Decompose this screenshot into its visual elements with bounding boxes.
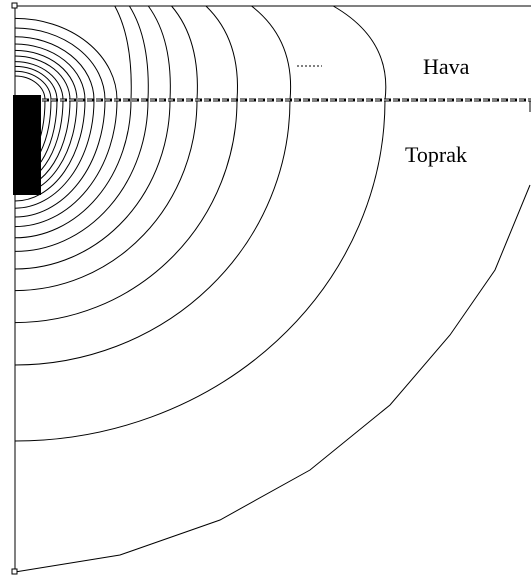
air-contour xyxy=(251,5,292,101)
corner-node xyxy=(11,2,18,9)
air-contour xyxy=(14,70,52,101)
air-contour xyxy=(14,49,78,101)
air-contour xyxy=(14,43,86,101)
air-contour xyxy=(14,75,46,101)
soil-contour xyxy=(14,99,106,218)
air-contour xyxy=(14,27,106,101)
soil-contour xyxy=(14,99,198,292)
soil-contour xyxy=(14,99,171,270)
air-contour xyxy=(332,5,387,101)
air-contour xyxy=(14,61,64,101)
region-label: Toprak xyxy=(405,142,467,167)
air-contour xyxy=(14,17,118,101)
air-contour xyxy=(147,5,171,101)
soil-contour xyxy=(14,99,238,324)
air-contour xyxy=(128,5,149,101)
region-label: Hava xyxy=(423,54,470,79)
air-contour xyxy=(14,36,95,101)
soil-contour xyxy=(14,99,118,228)
electrode xyxy=(13,95,41,195)
soil-contour xyxy=(14,99,386,442)
contour-lines xyxy=(14,5,387,442)
air-contour xyxy=(114,5,132,101)
corner-node xyxy=(11,568,18,575)
air-contour xyxy=(14,65,58,101)
air-contour xyxy=(171,5,198,101)
outer-boundary xyxy=(14,184,531,573)
soil-contour xyxy=(14,99,291,366)
soil-contour xyxy=(14,99,95,209)
soil-contour xyxy=(14,99,149,252)
soil-contour xyxy=(14,99,86,202)
soil-contour xyxy=(14,99,132,239)
air-contour xyxy=(205,5,238,101)
air-contour xyxy=(14,55,71,101)
